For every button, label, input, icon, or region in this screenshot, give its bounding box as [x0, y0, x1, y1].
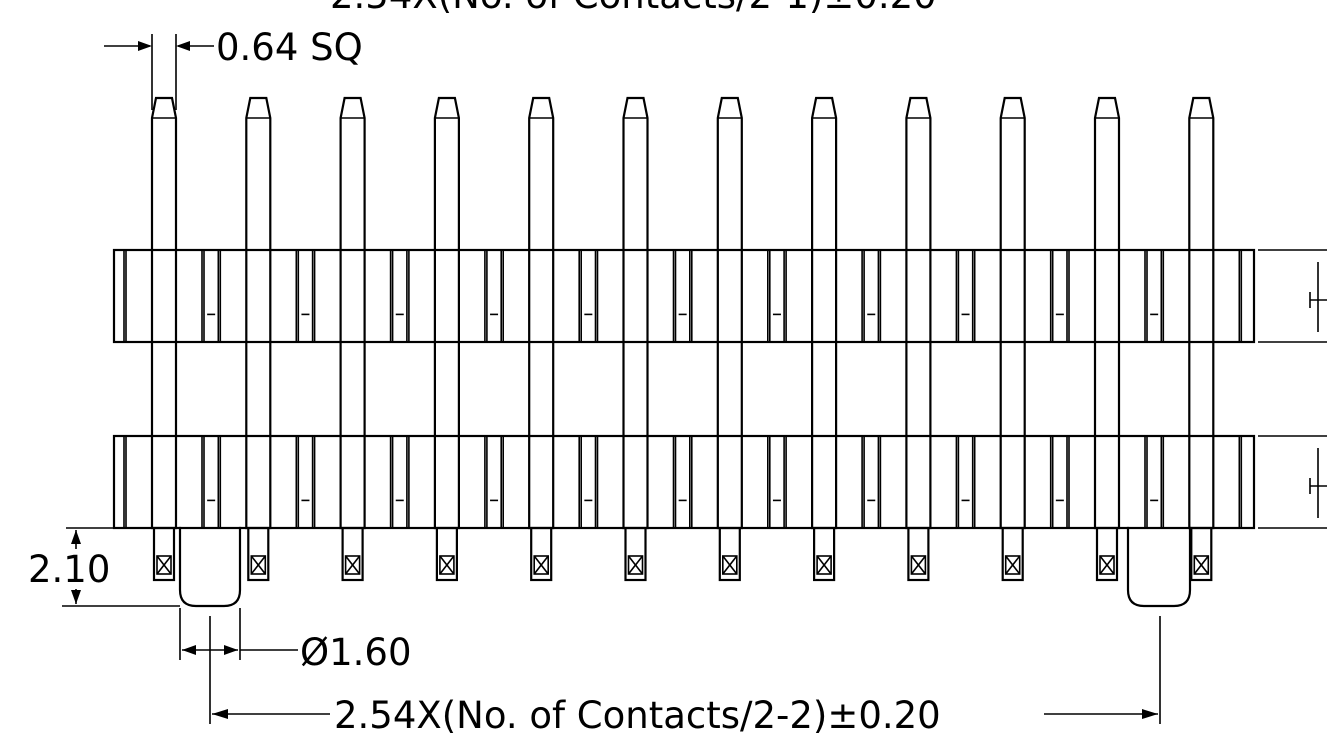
pin-tail [907, 526, 930, 582]
pin-tail-square [910, 555, 927, 575]
pin-tail-square [1099, 555, 1115, 575]
left-peg [178, 526, 242, 608]
pin-tail-diag [722, 555, 738, 575]
housing-cell [217, 249, 300, 343]
locating-pegs [178, 526, 1192, 608]
pin-shaft [245, 96, 272, 530]
pin-tail-square [439, 555, 455, 575]
pin-tail-diag [533, 555, 549, 575]
peg-spacing-label: 2.54X(No. of Contacts/2-2)±0.20 [334, 694, 941, 736]
pin-shaft [1188, 96, 1215, 530]
housing-cell [217, 435, 300, 529]
pin-tail-diag [816, 555, 832, 575]
housing-cell [783, 249, 865, 343]
pin-tail [624, 526, 647, 582]
pin-tails [152, 526, 1213, 582]
housing-row-1 [112, 248, 1256, 344]
housing-cell [594, 249, 677, 343]
housing-cell [783, 435, 865, 529]
standoff-dimension: 2.10 [28, 527, 180, 607]
housing-cell [311, 249, 394, 343]
housing-cell [123, 435, 205, 529]
housing-row-2 [112, 434, 1256, 530]
pin-tail [530, 526, 553, 582]
peg-spacing-dimension: 2.54X(No. of Contacts/2-2)±0.20 [209, 616, 1161, 736]
pin-shaft [528, 96, 555, 530]
peg-diameter-label: Ø1.60 [300, 631, 412, 674]
housing-cell [688, 435, 771, 529]
pin-shaft [716, 96, 743, 530]
top-dimension: 2.54X(No. of Contacts/2-1)±0.20 [330, 0, 937, 17]
pin-tail-square [533, 555, 550, 575]
housing-cell [877, 249, 960, 343]
housing-cell [311, 435, 394, 529]
pin-shaft [339, 96, 366, 530]
pin-tail [152, 526, 176, 582]
pin-tail [247, 526, 270, 582]
pin-tail-diag [1099, 555, 1115, 575]
housing-cell [971, 249, 1054, 343]
housing-cell [971, 435, 1054, 529]
top-dimension-label: 2.54X(No. of Contacts/2-1)±0.20 [330, 0, 937, 17]
housing-cell [1160, 435, 1243, 529]
housing-cell [500, 249, 583, 343]
housing-cell [1066, 249, 1148, 343]
pin-tail [1190, 526, 1213, 582]
pin-tail [341, 526, 364, 582]
pin-shaft [999, 96, 1026, 530]
pin-width-dimension: 0.64 SQ [104, 26, 363, 110]
pin-tail-diag [250, 555, 266, 575]
pin-tail-square [816, 555, 832, 575]
pin-tail-diag [344, 555, 361, 575]
pin-tail-diag [1005, 555, 1021, 575]
pin-tail-square [627, 555, 644, 575]
standoff-label: 2.10 [28, 548, 110, 591]
right-edge-dimensions [1258, 249, 1327, 529]
pin-tail [718, 526, 741, 582]
pin-shafts [150, 96, 1215, 530]
peg-diameter-dimension: Ø1.60 [179, 608, 412, 674]
housing-cell [1066, 435, 1148, 529]
housing-cell [406, 249, 488, 343]
pin-tail-square [250, 555, 267, 575]
pin-tail [1095, 526, 1119, 582]
pin-tail [1001, 526, 1024, 582]
pin-tail-diag [627, 555, 644, 575]
pin-tail-square [1004, 555, 1021, 575]
right-peg [1126, 526, 1192, 608]
pin-shaft [1093, 96, 1121, 530]
pin-tail-diag [1193, 555, 1209, 575]
pin-tail [812, 526, 836, 582]
pin-tail-diag [910, 555, 927, 575]
pin-tail-square [344, 555, 361, 575]
housing-cell [688, 249, 771, 343]
housing-cell [594, 435, 677, 529]
pin-tail-diag [439, 555, 455, 575]
housing-cell [123, 249, 205, 343]
pin-tail [435, 526, 458, 582]
housing-cell [1160, 249, 1243, 343]
pin-tail-square [721, 555, 738, 575]
housing-cell [877, 435, 960, 529]
housing-cell [500, 435, 583, 529]
pin-tail-square [156, 555, 172, 575]
pin-shaft [433, 96, 460, 530]
pin-tail-square [1193, 555, 1210, 575]
pin-shaft [622, 96, 649, 530]
pin-shaft [905, 96, 932, 530]
pin-shaft [150, 96, 178, 530]
housing-cell [406, 435, 488, 529]
housing-rows [112, 248, 1256, 530]
pin-tail-diag [156, 555, 172, 575]
pin-shaft [811, 96, 838, 530]
pin-width-label: 0.64 SQ [216, 26, 363, 69]
